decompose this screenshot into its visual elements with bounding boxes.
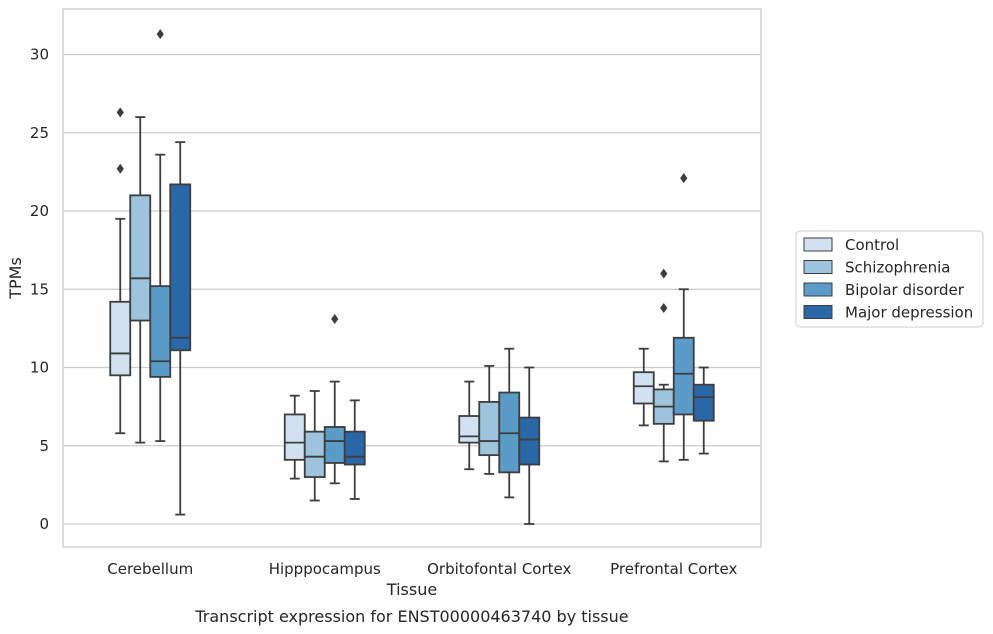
box — [672, 336, 695, 416]
outlier-point — [116, 107, 124, 118]
y-axis-title: TPMs — [6, 257, 25, 300]
box-group — [129, 116, 152, 444]
x-axis-title: Tissue — [386, 580, 437, 599]
plot-frame — [62, 8, 762, 548]
box — [692, 383, 715, 422]
box — [303, 430, 326, 478]
box-group — [149, 29, 172, 442]
box — [632, 371, 655, 405]
outlier-point — [156, 29, 164, 40]
box — [458, 415, 481, 444]
legend: Control Schizophrenia Bipolar disorder Majo… — [795, 230, 984, 328]
legend-swatch — [803, 305, 833, 319]
boxes — [109, 29, 715, 525]
box — [518, 416, 541, 466]
y-tick-label: 20 — [30, 202, 49, 220]
legend-swatch — [803, 282, 833, 297]
legend-label: Schizophrenia — [845, 259, 950, 277]
y-tick-label: 15 — [30, 280, 49, 298]
box-group — [169, 141, 192, 516]
y-tick-label: 30 — [30, 46, 49, 64]
box-group — [323, 313, 346, 485]
legend-swatch — [803, 260, 833, 274]
box-group — [458, 380, 481, 471]
y-tick-label: 0 — [39, 515, 49, 533]
box-group — [518, 366, 541, 525]
y-tick-label: 25 — [30, 124, 49, 142]
x-tick-labels: Cerebellum Hipppocampus Orbitofontal Corte… — [107, 560, 737, 578]
box-group — [343, 399, 366, 500]
y-tick-label: 10 — [30, 359, 49, 377]
box — [169, 183, 192, 352]
outlier-point — [660, 268, 668, 279]
box-group — [672, 173, 695, 461]
outlier-point — [660, 303, 668, 314]
plot-area — [63, 9, 761, 547]
box — [149, 285, 172, 378]
y-tick-labels: 0 5 10 15 20 25 30 — [30, 46, 49, 534]
outlier-point — [116, 163, 124, 174]
legend-label: Major depression — [845, 304, 973, 322]
legend-swatch — [803, 237, 833, 252]
chart-caption: Transcript expression for ENST0000046374… — [194, 607, 628, 626]
legend-label: Bipolar disorder — [845, 281, 965, 299]
box — [129, 194, 152, 322]
legend-frame — [795, 230, 984, 328]
x-tick-label: Prefrontal Cortex — [610, 560, 737, 578]
outlier-point — [680, 173, 688, 184]
x-tick-label: Hipppocampus — [269, 560, 381, 578]
box-group — [652, 268, 675, 463]
y-tick-label: 5 — [39, 437, 49, 455]
box — [323, 426, 346, 464]
box — [283, 413, 306, 461]
box — [478, 401, 501, 457]
box-group — [109, 107, 132, 435]
x-tick-label: Orbitofontal Cortex — [427, 560, 571, 578]
outlier-point — [331, 313, 339, 324]
legend-label: Control — [845, 236, 899, 254]
box-group — [692, 366, 715, 455]
x-tick-label: Cerebellum — [107, 560, 193, 578]
box-group — [632, 347, 655, 427]
box — [343, 430, 366, 466]
box — [109, 300, 132, 377]
